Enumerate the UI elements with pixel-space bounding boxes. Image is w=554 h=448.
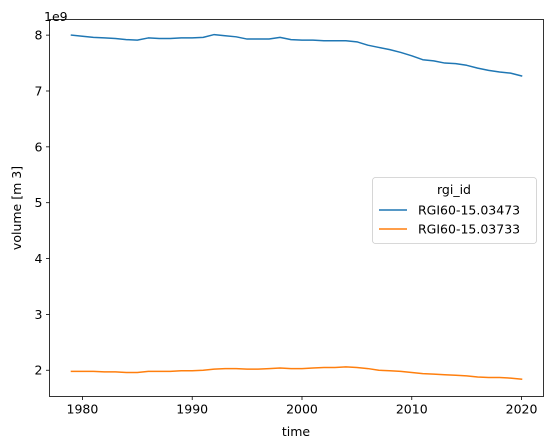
x-tick-label: 2010 [396,402,428,417]
y-tick-label: 7 [35,83,43,98]
y-tick-label: 2 [35,363,43,378]
x-tick-label: 1980 [67,402,99,417]
plot-lines [70,33,523,381]
y-tick-label: 8 [35,28,43,43]
series-line-rgi60-15-03473 [70,33,523,77]
x-tick-label: 1990 [176,402,208,417]
series-line-rgi60-15-03733 [70,366,523,381]
y-offset-text: 1e9 [44,9,68,24]
x-tick-label: 2000 [286,402,318,417]
legend-entry-rgi60-15-03473: RGI60-15.03473 [418,203,520,218]
y-axis-label: volume [m 3] [9,166,24,250]
x-axis-label: time [282,424,311,439]
legend: rgi_id RGI60-15.03473 RGI60-15.03733 [372,177,537,244]
y-axis: 2 3 4 5 6 7 8 [35,28,50,378]
y-tick-label: 4 [35,251,43,266]
legend-entry-rgi60-15-03733: RGI60-15.03733 [418,222,520,237]
legend-frame [372,177,537,244]
x-axis: 1980 1990 2000 2010 2020 [67,396,538,417]
plot-frame [49,19,544,397]
x-tick-label: 2020 [506,402,538,417]
y-tick-label: 3 [35,307,43,322]
y-tick-label: 5 [35,195,43,210]
legend-title: rgi_id [437,182,471,197]
y-tick-label: 6 [35,139,43,154]
